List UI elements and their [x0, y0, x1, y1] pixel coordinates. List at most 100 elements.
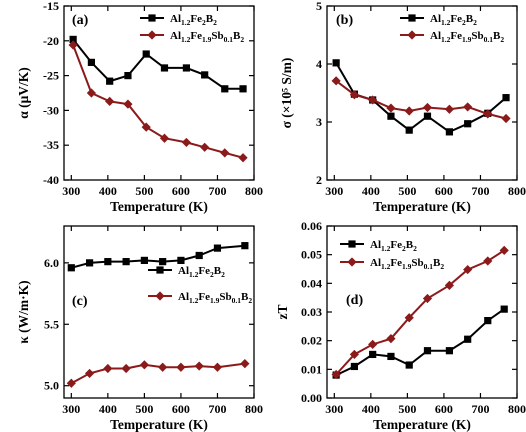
data-point — [444, 280, 455, 290]
legend-subscript: 2 — [202, 18, 206, 27]
legend-element: Fe — [390, 239, 402, 251]
x-tick-label: 300 — [62, 184, 80, 198]
series-line — [335, 308, 505, 377]
x-tick-label: 700 — [208, 184, 226, 198]
data-point — [212, 362, 223, 372]
panel-d: 300 400 500 600 700 800 0.00 0.01 0.02 0.03 0.04 0.… — [275, 219, 526, 432]
data-point — [445, 347, 454, 355]
legend-element: Al — [370, 257, 381, 269]
data-point — [221, 85, 229, 93]
legend-subscript: 1.9 — [210, 296, 220, 305]
x-tick-label: 600 — [172, 402, 190, 416]
legend-entry-1: Al1.2Fe1.9Sb0.1B2 — [148, 291, 252, 305]
legend-element: Sb — [471, 30, 483, 42]
legend-subscript: 0.1 — [484, 35, 494, 44]
data-point — [68, 40, 78, 50]
data-point — [195, 251, 203, 260]
legend-element: Fe — [190, 13, 202, 25]
series-1 — [331, 245, 509, 380]
legend-element: Fe — [450, 30, 462, 42]
series-0 — [69, 35, 247, 93]
x-axis-title: Temperature (K) — [110, 199, 208, 214]
x-tick-label: 500 — [398, 402, 416, 416]
data-point — [182, 64, 191, 72]
x-tick-label: 300 — [325, 402, 343, 416]
data-point — [141, 122, 151, 132]
data-point — [502, 94, 510, 102]
x-axis-title: Temperature (K) — [110, 417, 208, 432]
data-point — [103, 363, 113, 374]
series-line — [70, 362, 246, 385]
legend-element: Al — [178, 265, 189, 277]
data-point — [239, 85, 247, 93]
legend-element: B — [206, 13, 214, 25]
series-line — [335, 80, 507, 120]
data-point — [213, 244, 222, 252]
y-tick-label: 0.03 — [301, 305, 322, 319]
data-point — [194, 361, 204, 371]
legend-subscript: 1.2 — [189, 270, 199, 279]
legend-subscript: 1.2 — [381, 262, 391, 271]
data-point — [405, 126, 413, 134]
legend-subscript: 2 — [473, 18, 477, 27]
plot-frame — [63, 5, 255, 181]
legend-element: Fe — [450, 13, 462, 25]
x-axis-title: Temperature (K) — [373, 417, 471, 432]
legend-element: Sb — [211, 30, 223, 42]
panel-label: (a) — [72, 13, 89, 28]
panel-a: 300 400 500 600 700 800 -40 -35 -30 -25 -20 -15 Temp… — [16, 0, 263, 214]
legend-subscript: 2 — [248, 296, 252, 305]
data-point — [67, 264, 75, 272]
data-point — [387, 112, 395, 120]
series-line — [72, 38, 243, 90]
data-point — [66, 378, 76, 388]
series-1 — [331, 76, 511, 124]
legend-subscript: 0.1 — [424, 262, 434, 271]
data-point — [445, 128, 454, 136]
legend-marker — [156, 266, 164, 274]
data-point — [177, 256, 185, 264]
legend-marker — [347, 257, 357, 267]
data-point — [483, 256, 493, 266]
data-point — [484, 317, 492, 325]
legend-marker — [155, 291, 165, 301]
panel-b: 300 400 500 600 700 800 2 3 4 5 Temperature (K) σ (… — [279, 0, 526, 214]
x-tick-label: 600 — [172, 184, 190, 198]
data-point — [500, 305, 508, 313]
legend-subscript: 1.9 — [402, 262, 412, 271]
data-point — [159, 258, 167, 266]
data-point — [124, 72, 132, 80]
y-tick-label: 0.06 — [301, 219, 322, 233]
legend-marker — [407, 30, 417, 40]
y-tick-label: -35 — [43, 138, 59, 152]
legend-label: Al1.2Fe1.9Sb0.1B2 — [170, 30, 244, 44]
data-point — [331, 369, 341, 380]
y-tick-label: 3 — [316, 115, 322, 129]
data-point — [86, 88, 97, 98]
data-point — [464, 120, 472, 128]
data-point — [158, 362, 168, 372]
data-point — [122, 258, 130, 266]
y-tick-label: -30 — [43, 103, 59, 117]
series-line — [72, 44, 244, 159]
series-0 — [67, 242, 249, 272]
data-point — [423, 347, 432, 355]
legend-marker — [348, 240, 356, 248]
x-tick-label: 600 — [435, 184, 453, 198]
legend-subscript: 2 — [413, 244, 417, 253]
legend-label: Al1.2Fe1.9Sb0.1B2 — [430, 30, 504, 44]
data-point — [240, 359, 250, 369]
legend-subscript: 1.9 — [462, 35, 472, 44]
legend-subscript: 1.2 — [441, 18, 451, 27]
legend-entry-1: Al1.2Fe1.9Sb0.1B2 — [140, 30, 244, 44]
plot-frame — [326, 225, 518, 399]
y-axis-title: α (μV/K) — [16, 67, 31, 119]
legend-label: Al1.2Fe2B2 — [170, 13, 217, 27]
legend-subscript: 1.2 — [189, 296, 199, 305]
data-point — [368, 339, 378, 349]
y-tick-label: 6.0 — [44, 256, 59, 270]
data-point — [106, 77, 114, 85]
data-point — [201, 71, 209, 79]
legend-entry-1: Al1.2Fe1.9Sb0.1B2 — [400, 30, 504, 44]
legend-subscript: 1.2 — [381, 244, 391, 253]
